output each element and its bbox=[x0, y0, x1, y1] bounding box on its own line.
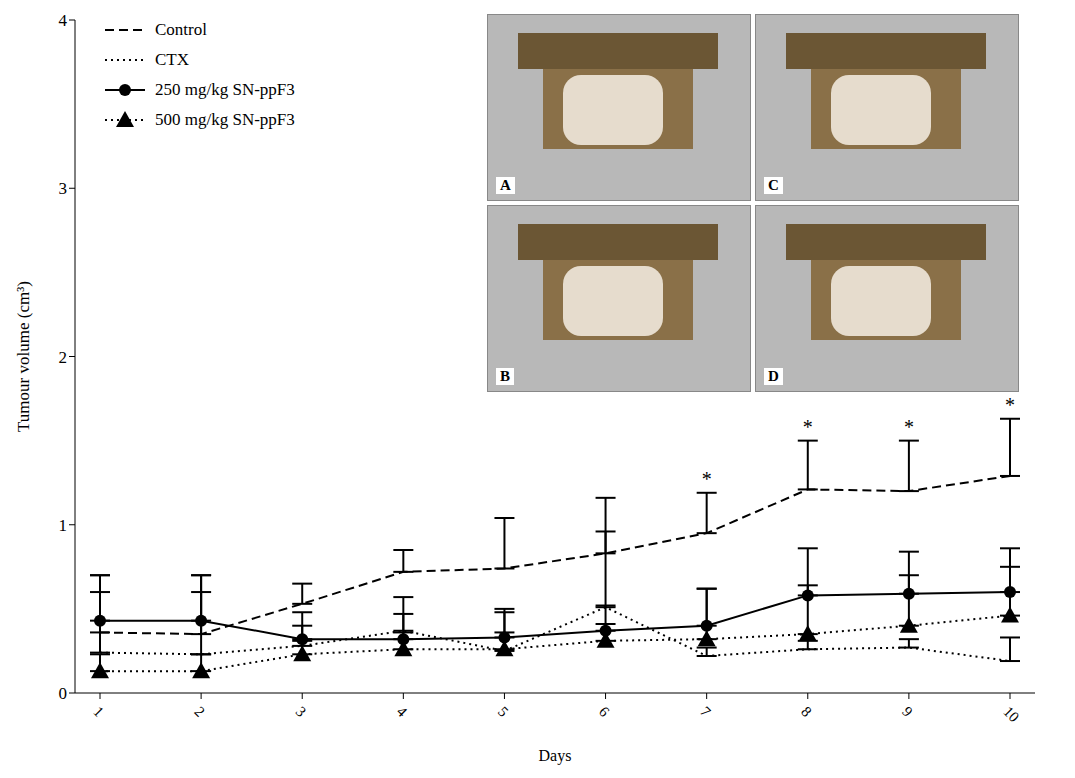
html-text:D: D bbox=[768, 368, 779, 384]
svg-text:1: 1 bbox=[59, 516, 68, 535]
svg-text:5: 5 bbox=[495, 703, 512, 720]
svg-text:3: 3 bbox=[293, 703, 310, 720]
html-text:C: C bbox=[768, 177, 779, 193]
svg-text:4: 4 bbox=[394, 703, 411, 720]
svg-text:500 mg/kg SN-ppF3: 500 mg/kg SN-ppF3 bbox=[155, 110, 295, 129]
svg-text:8: 8 bbox=[798, 703, 815, 720]
svg-text:4: 4 bbox=[59, 11, 68, 30]
html-text:A: A bbox=[500, 177, 511, 193]
html-text:B: B bbox=[500, 368, 510, 384]
svg-text:Control: Control bbox=[155, 20, 207, 39]
svg-text:0: 0 bbox=[59, 684, 68, 703]
svg-text:*: * bbox=[702, 468, 712, 490]
svg-text:9: 9 bbox=[899, 703, 916, 720]
svg-text:2: 2 bbox=[59, 348, 68, 367]
svg-text:Tumour volume (cm³): Tumour volume (cm³) bbox=[14, 281, 33, 432]
svg-text:Days: Days bbox=[539, 747, 572, 765]
svg-text:*: * bbox=[803, 416, 813, 438]
svg-text:CTX: CTX bbox=[155, 50, 189, 69]
svg-text:2: 2 bbox=[191, 703, 208, 720]
svg-text:10: 10 bbox=[1000, 703, 1022, 725]
svg-text:250 mg/kg SN-ppF3: 250 mg/kg SN-ppF3 bbox=[155, 80, 295, 99]
svg-text:6: 6 bbox=[596, 703, 613, 720]
svg-text:*: * bbox=[904, 416, 914, 438]
svg-text:1: 1 bbox=[90, 703, 107, 720]
svg-text:3: 3 bbox=[59, 179, 68, 198]
svg-text:7: 7 bbox=[697, 703, 714, 720]
svg-text:*: * bbox=[1005, 394, 1015, 416]
